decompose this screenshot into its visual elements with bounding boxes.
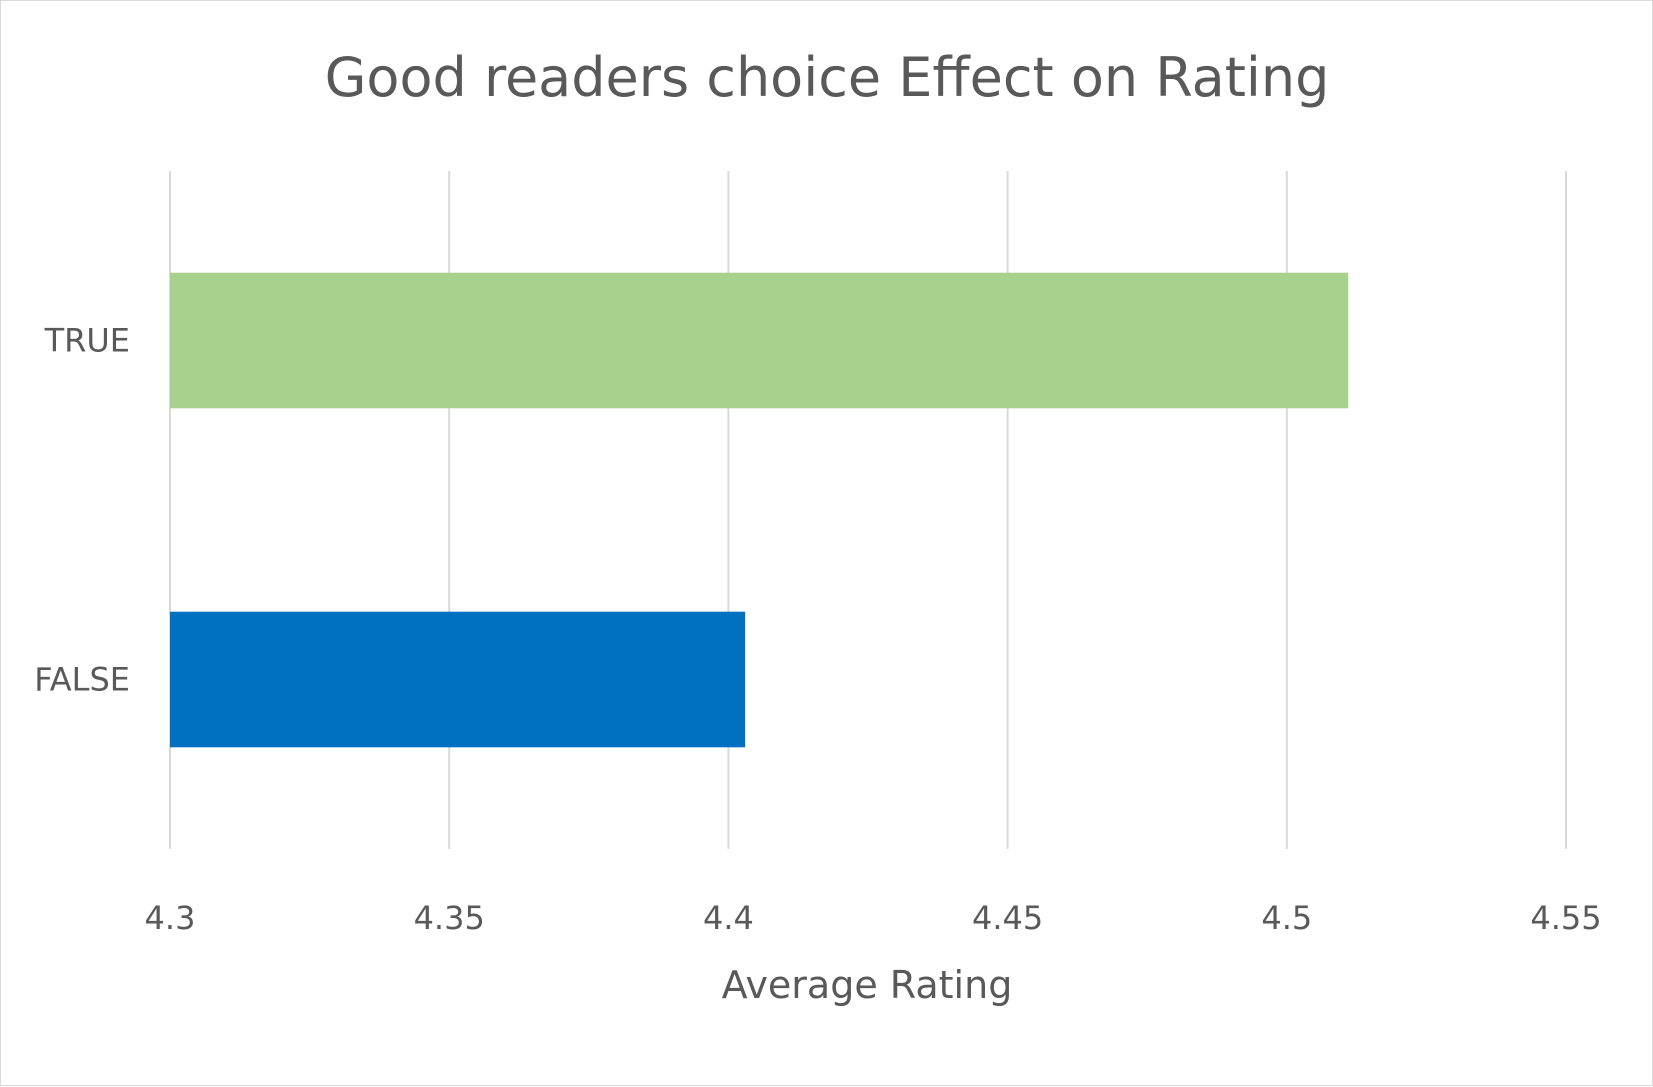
x-tick-labels: 4.3 4.35 4.4 4.45 4.5 4.55: [145, 899, 1602, 937]
chart-title: Good readers choice Effect on Rating: [325, 46, 1330, 109]
bars: [170, 272, 1349, 748]
x-tick-label: 4.5: [1261, 899, 1312, 937]
x-tick-label: 4.45: [972, 899, 1043, 937]
x-tick-label: 4.35: [414, 899, 485, 937]
bar-false: [170, 611, 746, 748]
category-label-false: FALSE: [34, 661, 130, 699]
x-tick-label: 4.3: [145, 899, 196, 937]
x-axis-title: Average Rating: [722, 963, 1013, 1007]
category-labels: TRUE FALSE: [34, 322, 130, 699]
x-tick-label: 4.55: [1530, 899, 1601, 937]
category-label-true: TRUE: [44, 322, 130, 360]
x-tick-label: 4.4: [703, 899, 754, 937]
bar-true: [170, 272, 1349, 409]
